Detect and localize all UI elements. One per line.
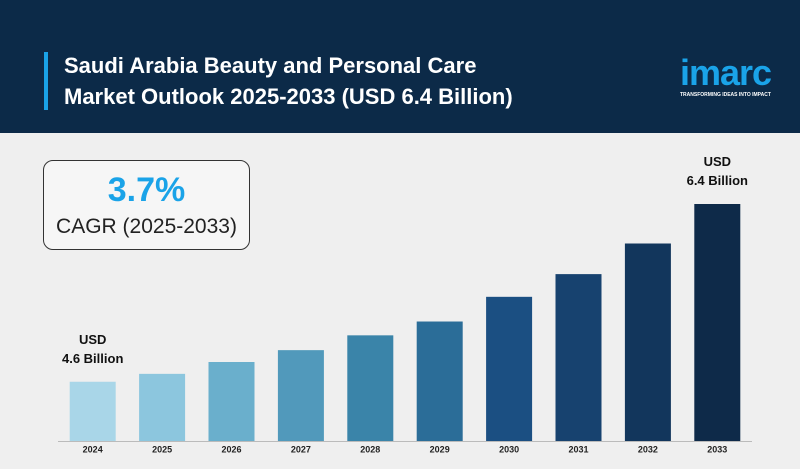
x-tick-label: 2030	[499, 444, 519, 454]
logo: imarc	[680, 52, 772, 93]
bar	[69, 381, 116, 441]
cagr-label: CAGR (2025-2033)	[56, 215, 237, 238]
x-tick-label: 2029	[430, 444, 450, 454]
bar	[624, 243, 671, 441]
bar	[416, 321, 463, 441]
x-tick-label: 2025	[152, 444, 172, 454]
header	[0, 0, 800, 133]
x-tick-label: 2031	[568, 444, 588, 454]
bar	[277, 350, 324, 441]
cagr-box: 3.7% CAGR (2025-2033)	[43, 160, 250, 250]
chart-title: Saudi Arabia Beauty and Personal Care Ma…	[64, 53, 513, 109]
x-tick-label: 2033	[707, 444, 727, 454]
x-tick-label: 2024	[83, 444, 103, 454]
tagline: TRANSFORMING IDEAS INTO IMPACT	[680, 92, 771, 98]
bar	[208, 362, 255, 441]
bar	[555, 274, 602, 441]
value-label: USD 6.4 Billion	[686, 154, 748, 188]
value-label: USD 4.6 Billion	[61, 331, 124, 366]
x-tick-label: 2026	[221, 444, 241, 454]
bar	[694, 204, 741, 441]
x-tick-label: 2028	[360, 444, 380, 454]
bar	[347, 335, 394, 441]
x-tick-label: 2032	[638, 444, 658, 454]
bar	[139, 373, 186, 441]
cagr-value: 3.7%	[107, 171, 186, 209]
bar	[486, 296, 533, 441]
x-tick-label: 2027	[291, 444, 311, 454]
accent-bar	[44, 52, 48, 110]
